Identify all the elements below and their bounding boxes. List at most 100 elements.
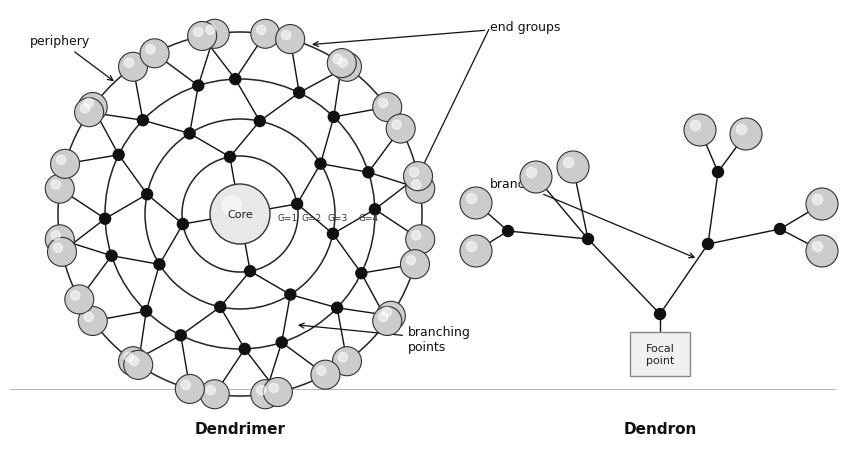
Circle shape [84, 99, 93, 108]
Circle shape [225, 152, 235, 163]
Circle shape [405, 225, 434, 254]
Circle shape [729, 119, 761, 151]
Circle shape [411, 180, 420, 190]
Circle shape [403, 162, 432, 191]
Circle shape [459, 188, 491, 219]
Circle shape [46, 175, 74, 204]
Circle shape [200, 20, 229, 49]
Circle shape [47, 238, 77, 267]
Circle shape [406, 256, 415, 265]
Circle shape [275, 26, 305, 55]
Text: G=2: G=2 [301, 214, 322, 223]
Circle shape [378, 313, 387, 322]
Circle shape [187, 22, 216, 51]
Circle shape [53, 244, 62, 253]
Circle shape [294, 88, 305, 99]
Text: Focal
point: Focal point [645, 343, 674, 365]
Circle shape [405, 175, 434, 204]
Circle shape [466, 242, 476, 252]
Circle shape [210, 185, 270, 245]
Circle shape [332, 347, 361, 376]
Circle shape [123, 351, 153, 380]
Circle shape [239, 344, 250, 355]
Circle shape [690, 121, 700, 131]
Text: G=3: G=3 [327, 214, 348, 223]
Circle shape [46, 225, 74, 254]
Circle shape [291, 199, 302, 210]
Circle shape [392, 121, 401, 130]
Circle shape [683, 115, 715, 147]
Circle shape [206, 386, 215, 395]
Text: Dendron: Dendron [623, 421, 695, 437]
Circle shape [811, 242, 822, 252]
Circle shape [386, 115, 414, 144]
Circle shape [369, 204, 380, 215]
Circle shape [372, 93, 401, 122]
Circle shape [71, 291, 80, 300]
Circle shape [192, 81, 203, 92]
Circle shape [311, 360, 339, 389]
Circle shape [269, 383, 278, 393]
Circle shape [338, 59, 347, 68]
Circle shape [519, 162, 551, 194]
Text: Dendrimer: Dendrimer [194, 421, 285, 437]
Text: G=1: G=1 [278, 214, 298, 223]
Circle shape [408, 168, 418, 177]
Circle shape [124, 59, 133, 68]
Circle shape [78, 93, 107, 122]
Circle shape [84, 313, 93, 322]
Circle shape [257, 26, 266, 35]
Circle shape [230, 74, 241, 85]
Circle shape [65, 285, 94, 314]
Circle shape [251, 380, 279, 409]
Circle shape [244, 266, 255, 277]
Circle shape [206, 26, 215, 35]
Circle shape [355, 268, 366, 279]
Circle shape [51, 150, 79, 179]
Circle shape [141, 306, 152, 317]
Circle shape [459, 235, 491, 268]
Circle shape [78, 307, 107, 336]
Circle shape [57, 156, 66, 165]
Circle shape [146, 45, 155, 55]
Circle shape [284, 290, 295, 300]
Circle shape [372, 307, 401, 336]
Text: branching
points: branching points [299, 324, 470, 353]
Circle shape [175, 375, 204, 403]
Circle shape [74, 99, 104, 128]
Circle shape [466, 194, 476, 204]
Circle shape [378, 99, 387, 108]
Circle shape [106, 251, 117, 262]
Circle shape [502, 226, 513, 237]
Circle shape [118, 347, 148, 376]
Circle shape [327, 229, 338, 240]
Circle shape [411, 231, 420, 241]
Circle shape [563, 158, 573, 168]
Circle shape [811, 195, 822, 205]
Circle shape [200, 380, 229, 409]
Circle shape [181, 381, 190, 390]
Circle shape [701, 239, 712, 250]
Circle shape [251, 20, 279, 49]
Circle shape [124, 353, 133, 362]
Circle shape [735, 125, 746, 135]
Circle shape [805, 189, 837, 220]
Circle shape [332, 53, 361, 82]
Circle shape [654, 309, 665, 320]
Circle shape [338, 353, 347, 362]
Circle shape [400, 250, 429, 279]
Circle shape [331, 302, 342, 313]
Circle shape [175, 330, 186, 341]
FancyBboxPatch shape [630, 332, 690, 376]
Circle shape [222, 196, 241, 216]
Circle shape [774, 224, 785, 235]
Circle shape [154, 259, 165, 270]
Circle shape [376, 302, 405, 330]
Circle shape [257, 386, 266, 395]
Circle shape [316, 366, 326, 375]
Circle shape [138, 116, 149, 126]
Circle shape [556, 151, 588, 184]
Circle shape [805, 235, 837, 268]
Text: end groups: end groups [313, 22, 560, 47]
Text: branches: branches [490, 178, 693, 258]
